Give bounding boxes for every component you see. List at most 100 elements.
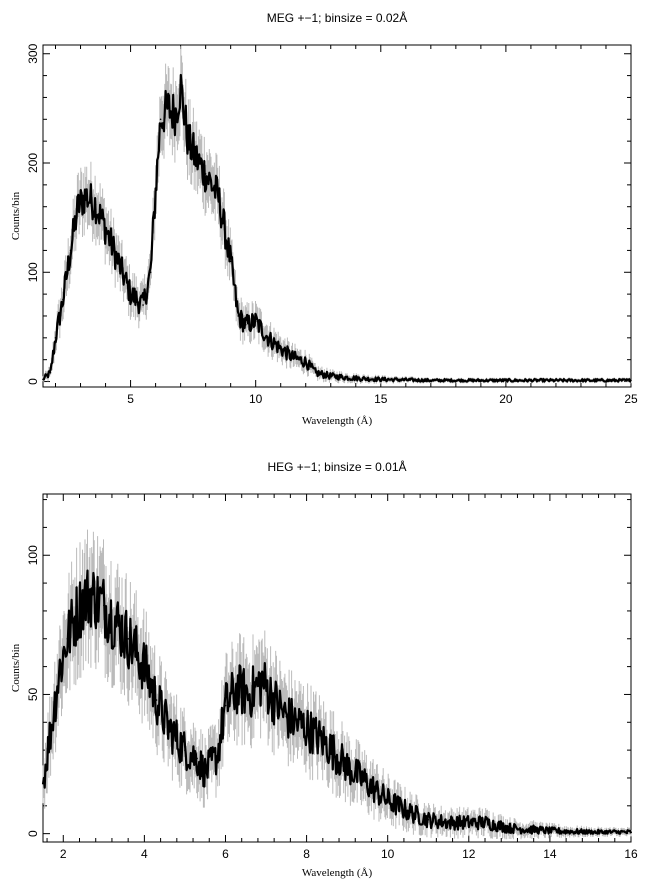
- data-point: [304, 361, 307, 363]
- data-point: [386, 799, 389, 802]
- data-point: [430, 379, 432, 382]
- data-point: [305, 727, 308, 729]
- x-tick-label: 15: [374, 392, 388, 406]
- data-point: [329, 375, 332, 377]
- data-point: [505, 379, 507, 382]
- data-point: [103, 604, 105, 607]
- data-point: [224, 704, 227, 707]
- y-tick-label: 200: [26, 153, 40, 173]
- data-point: [115, 621, 117, 623]
- data-point: [261, 679, 263, 682]
- data-point: [236, 688, 239, 690]
- data-point: [82, 598, 85, 601]
- y-tick-label: 0: [26, 830, 40, 837]
- x-tick-label: 20: [499, 392, 513, 406]
- data-point: [254, 320, 257, 323]
- spectrum-line-2: [41, 569, 633, 835]
- x-tick-label: 10: [249, 392, 263, 406]
- data-point: [216, 754, 219, 757]
- data-point: [127, 637, 129, 640]
- data-point: [229, 260, 232, 263]
- data-point: [467, 821, 470, 824]
- data-point: [204, 771, 207, 774]
- data-point: [54, 337, 57, 339]
- data-point: [292, 356, 295, 359]
- spectrum-line-1: [42, 73, 632, 383]
- data-point: [630, 831, 632, 834]
- error-bars-1: [42, 46, 632, 384]
- chart-title-2: HEG +−1; binsize = 0.01Å: [267, 459, 406, 474]
- data-point: [42, 782, 44, 785]
- data-point: [94, 203, 97, 206]
- data-point: [129, 293, 132, 295]
- data-point: [167, 107, 169, 110]
- data-point: [549, 830, 551, 832]
- y-axis-label: Counts/bin: [10, 643, 22, 692]
- y-tick-label: 100: [26, 545, 40, 565]
- x-tick-label: 14: [543, 847, 557, 861]
- data-point: [74, 615, 77, 618]
- data-point: [117, 260, 119, 263]
- data-point: [267, 337, 269, 339]
- y-tick-label: 50: [26, 687, 40, 701]
- y-tick-label: 0: [26, 378, 40, 385]
- x-axis-label: Wavelength (Å): [302, 867, 373, 879]
- data-point: [155, 699, 158, 701]
- data-point: [589, 831, 592, 834]
- x-tick-label: 12: [462, 847, 476, 861]
- data-point: [104, 227, 107, 230]
- data-point: [354, 377, 357, 380]
- data-point: [187, 140, 189, 142]
- plot-frame-2: [42, 493, 632, 843]
- x-axis-label: Wavelength (Å): [302, 415, 373, 427]
- data-point: [285, 715, 288, 718]
- data-point: [217, 194, 219, 197]
- data-point: [249, 693, 251, 696]
- data-point: [630, 379, 632, 382]
- data-point: [447, 821, 450, 824]
- data-point: [66, 637, 69, 640]
- data-point: [379, 378, 382, 381]
- data-point: [366, 782, 369, 785]
- data-point: [149, 271, 152, 274]
- data-point: [314, 371, 317, 374]
- y-axis-label: Counts/bin: [10, 191, 22, 240]
- data-point: [484, 821, 486, 824]
- data-point: [49, 371, 52, 374]
- data-point: [77, 205, 79, 208]
- data-point: [174, 113, 177, 115]
- data-point: [42, 378, 44, 381]
- data-point: [427, 818, 430, 821]
- data-point: [90, 593, 93, 596]
- error-bars-2: [42, 529, 632, 840]
- data-point: [62, 298, 64, 301]
- data-point: [196, 757, 198, 760]
- data-point: [142, 304, 144, 306]
- data-point: [50, 727, 52, 729]
- plot-frame-1: [42, 44, 632, 388]
- data-point: [58, 671, 61, 673]
- data-point: [346, 766, 348, 768]
- x-tick-label: 10: [381, 847, 395, 861]
- data-point: [159, 118, 162, 121]
- data-point: [279, 347, 282, 350]
- data-point: [179, 85, 182, 88]
- y-tick-label: 100: [26, 262, 40, 282]
- data-point: [143, 665, 146, 668]
- data-point: [204, 173, 207, 175]
- data-point: [154, 189, 157, 192]
- data-point: [237, 315, 239, 317]
- chart-title-1: MEG +−1; binsize = 0.02Å: [267, 10, 407, 25]
- x-tick-label: 5: [127, 392, 134, 406]
- x-tick-label: 8: [303, 847, 310, 861]
- data-point: [273, 699, 275, 701]
- x-tick-label: 4: [141, 847, 148, 861]
- data-point: [244, 323, 247, 326]
- x-tick-label: 25: [624, 392, 638, 406]
- x-tick-label: 2: [60, 847, 67, 861]
- data-point: [184, 749, 186, 751]
- x-tick-label: 16: [624, 847, 638, 861]
- data-point: [167, 727, 170, 729]
- data-point: [69, 249, 72, 252]
